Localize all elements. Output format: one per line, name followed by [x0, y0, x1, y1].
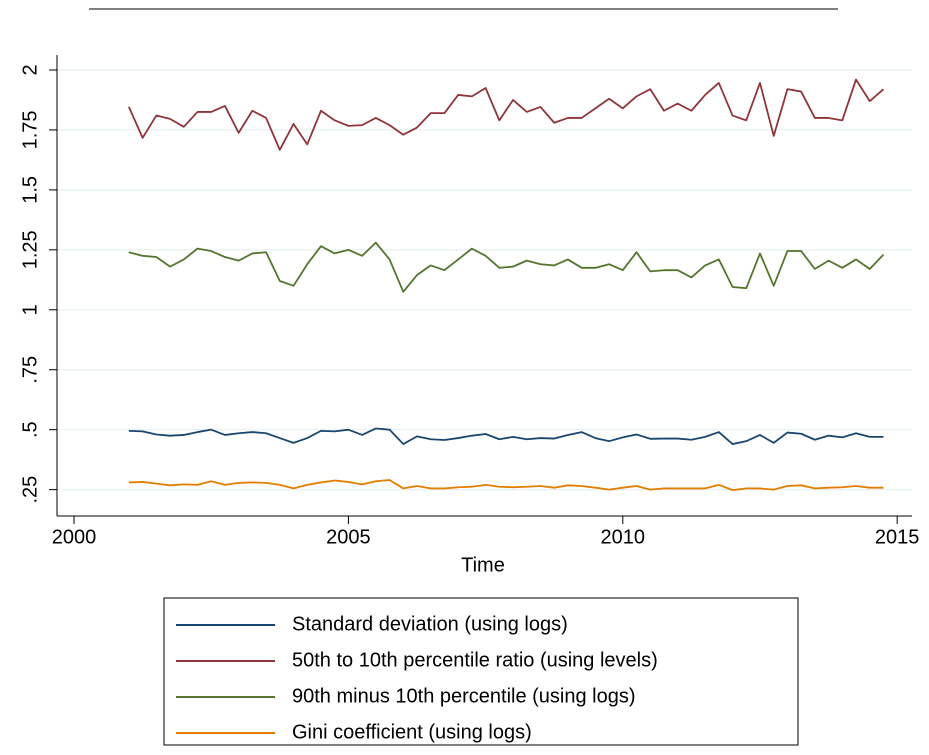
y-tick-label: 2	[19, 64, 41, 75]
y-tick-label: .25	[19, 476, 41, 504]
series-line	[128, 241, 885, 293]
x-axis-label: Time	[461, 554, 505, 576]
series-line	[128, 479, 884, 491]
legend-label: 50th to 10th percentile ratio (using lev…	[292, 649, 658, 671]
series-line	[128, 78, 885, 151]
legend-label: 90th minus 10th percentile (using logs)	[292, 685, 636, 707]
y-tick-label: 1.75	[19, 110, 41, 149]
x-tick-label: 2015	[875, 526, 920, 548]
series-line	[128, 427, 884, 445]
x-tick-label: 2010	[601, 526, 646, 548]
y-tick-label: 1	[19, 304, 41, 315]
y-tick-label: 1.25	[19, 230, 41, 269]
legend-box	[163, 597, 799, 746]
x-tick-label: 2000	[52, 526, 97, 548]
y-tick-label: .5	[19, 421, 41, 438]
legend-label: Standard deviation (using logs)	[292, 613, 568, 635]
x-tick-label: 2005	[326, 526, 371, 548]
y-tick-label: .75	[19, 356, 41, 384]
y-tick-label: 1.5	[19, 176, 41, 204]
legend-label: Gini coefficient (using logs)	[292, 721, 532, 743]
